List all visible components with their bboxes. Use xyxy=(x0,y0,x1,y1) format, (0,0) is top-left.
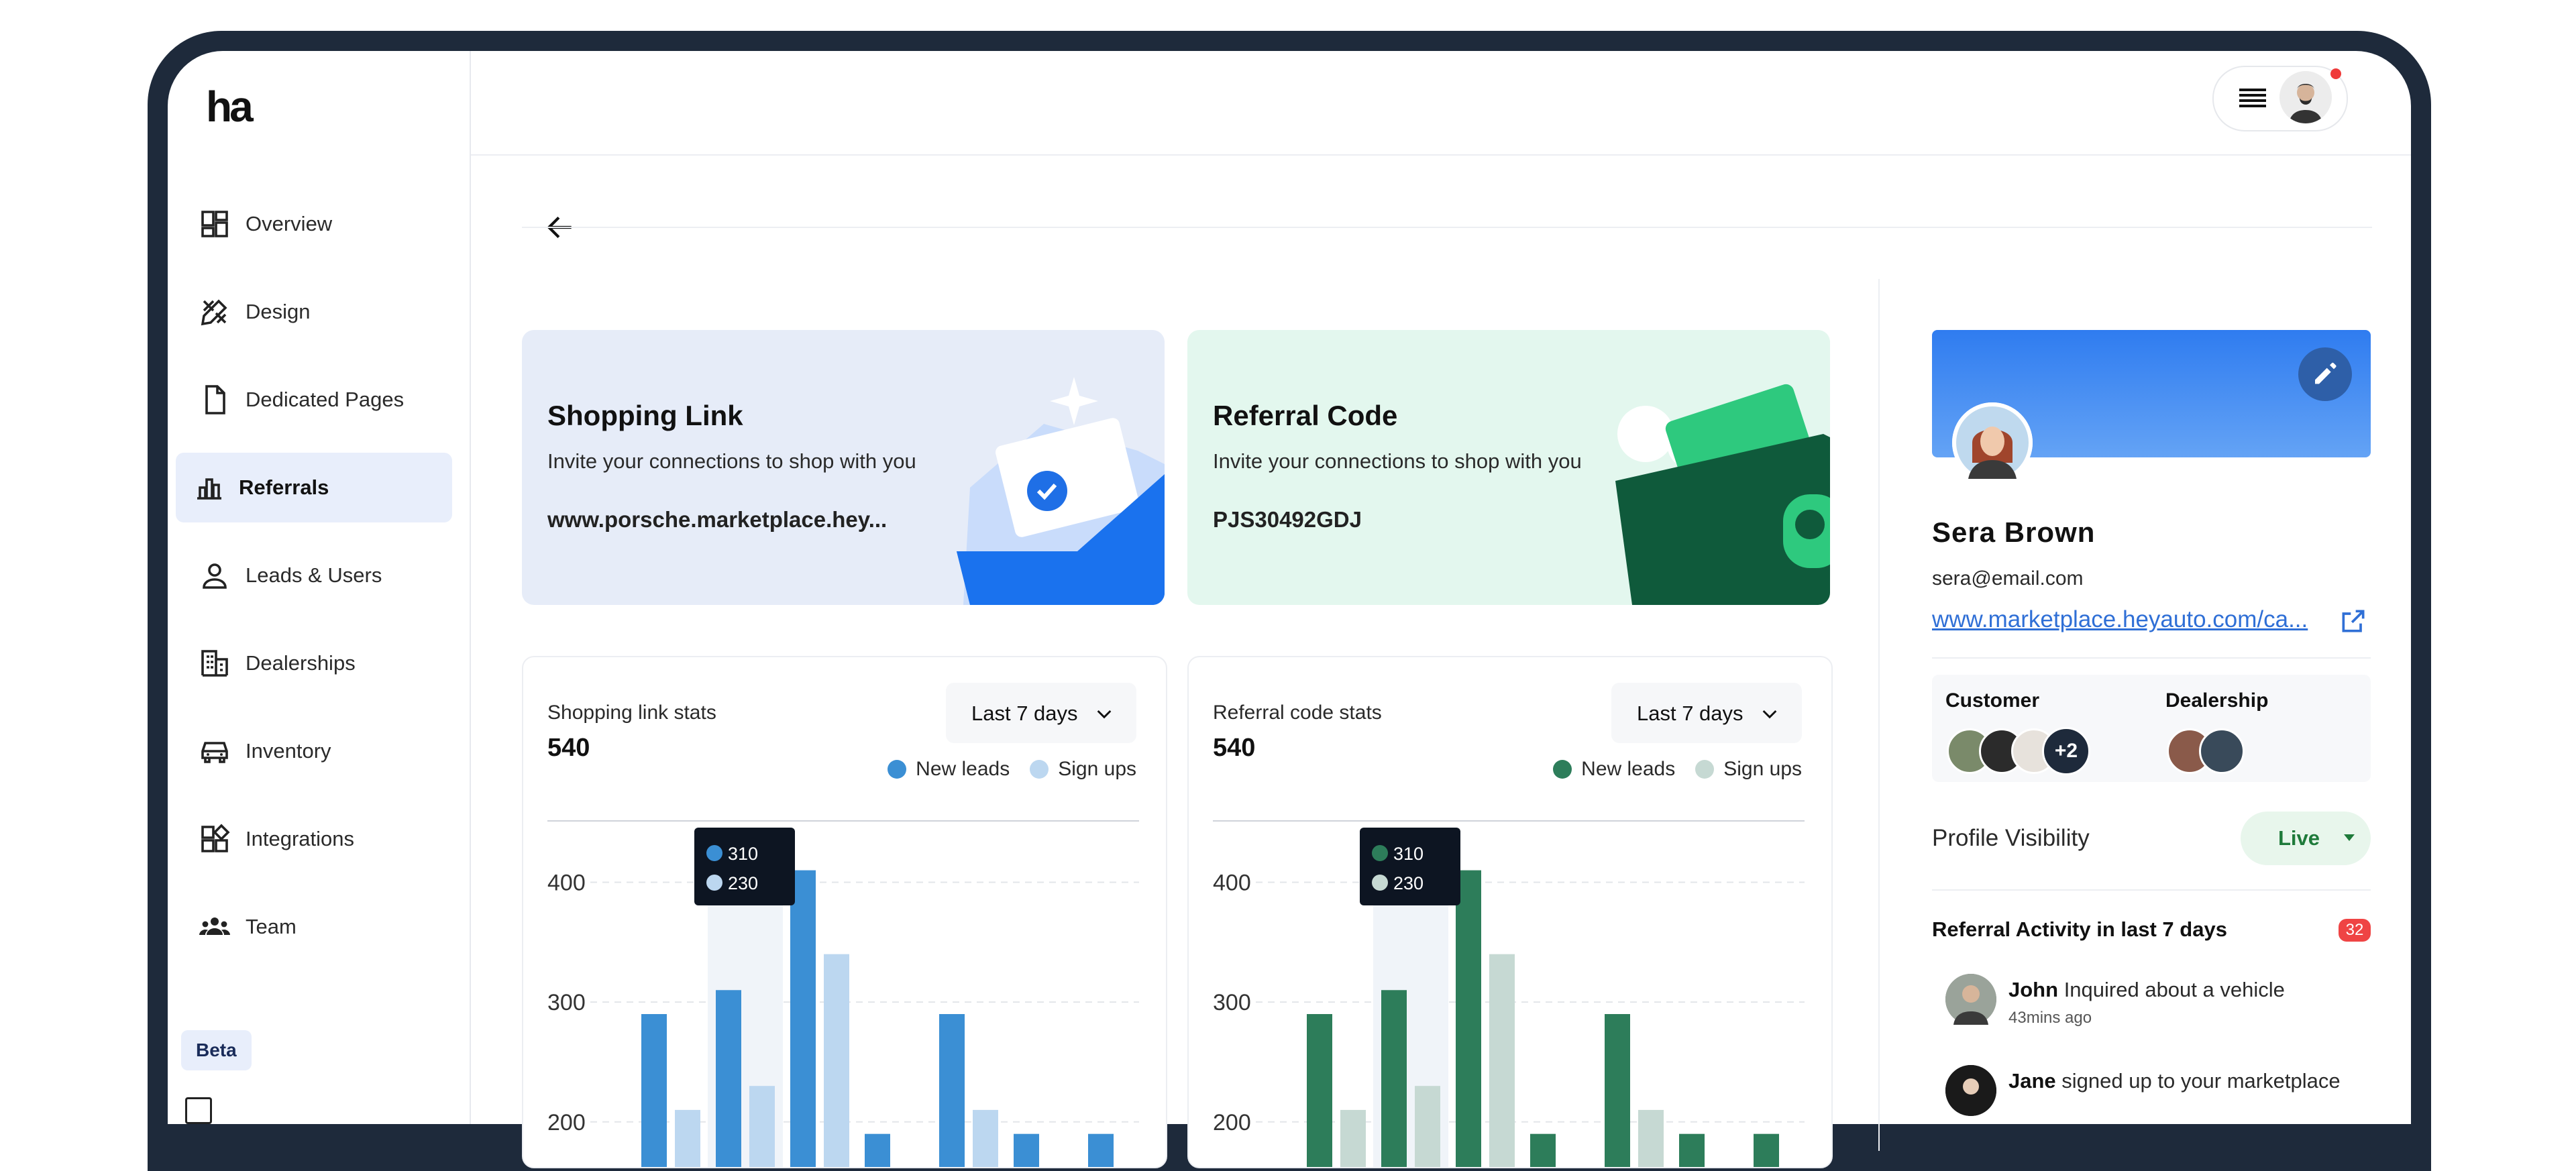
document-icon xyxy=(205,385,225,414)
sidebar-item-dedicated-pages[interactable]: Dedicated Pages xyxy=(176,365,452,435)
sidebar-item-label: Team xyxy=(246,915,297,938)
sidebar-item-label: Referrals xyxy=(239,476,329,499)
sidebar-item-label: Dedicated Pages xyxy=(246,388,405,411)
sidebar-item-team[interactable]: Team xyxy=(176,892,452,962)
sidebar-item-design[interactable]: Design xyxy=(176,277,452,347)
beta-badge: Beta xyxy=(181,1030,252,1070)
sidebar-nav: Overview Design Dedicated Pages Referral… xyxy=(176,189,452,980)
visibility-select[interactable]: Live xyxy=(2241,812,2371,865)
avatar xyxy=(2279,71,2332,123)
feedback-icon[interactable] xyxy=(185,1097,212,1124)
sidebar-item-dealerships[interactable]: Dealerships xyxy=(176,628,452,698)
sidebar-item-inventory[interactable]: Inventory xyxy=(176,716,452,786)
top-bar xyxy=(471,51,2411,156)
design-tools-icon xyxy=(201,299,227,326)
visibility-value: Live xyxy=(2278,826,2320,850)
user-menu-button[interactable] xyxy=(2212,66,2348,131)
car-icon xyxy=(201,742,228,763)
sidebar-item-label: Dealerships xyxy=(246,651,356,675)
pencil-icon xyxy=(2315,362,2337,384)
edit-profile-button[interactable] xyxy=(2298,347,2352,401)
profile-link[interactable]: www.marketplace.heyauto.com/ca... xyxy=(1932,606,2308,632)
brand-logo[interactable]: ha xyxy=(206,82,254,131)
notification-dot xyxy=(2330,68,2341,79)
building-icon xyxy=(201,650,228,677)
sidebar-item-integrations[interactable]: Integrations xyxy=(176,804,452,874)
app-screen: ha Overview Design Dedicated Pages Refer… xyxy=(168,51,2411,1124)
sidebar-item-label: Inventory xyxy=(246,739,331,763)
sidebar-item-label: Design xyxy=(246,300,311,323)
sidebar-item-referrals[interactable]: Referrals xyxy=(176,453,452,522)
sidebar-item-label: Leads & Users xyxy=(246,563,382,587)
hamburger-menu-icon xyxy=(2239,89,2266,107)
caret-down-icon xyxy=(2344,834,2355,841)
person-icon xyxy=(203,563,227,589)
bar-chart-icon xyxy=(197,478,221,500)
group-icon xyxy=(199,917,230,935)
sidebar-item-label: Overview xyxy=(246,212,333,235)
back-arrow-icon[interactable] xyxy=(543,211,577,244)
dashboard-icon xyxy=(201,211,228,237)
external-link-icon[interactable] xyxy=(2339,606,2368,636)
sidebar: ha Overview Design Dedicated Pages Refer… xyxy=(168,51,471,1124)
sidebar-item-leads-users[interactable]: Leads & Users xyxy=(176,541,452,610)
widgets-icon xyxy=(201,824,230,852)
sidebar-item-label: Integrations xyxy=(246,827,354,850)
sidebar-item-overview[interactable]: Overview xyxy=(176,189,452,259)
